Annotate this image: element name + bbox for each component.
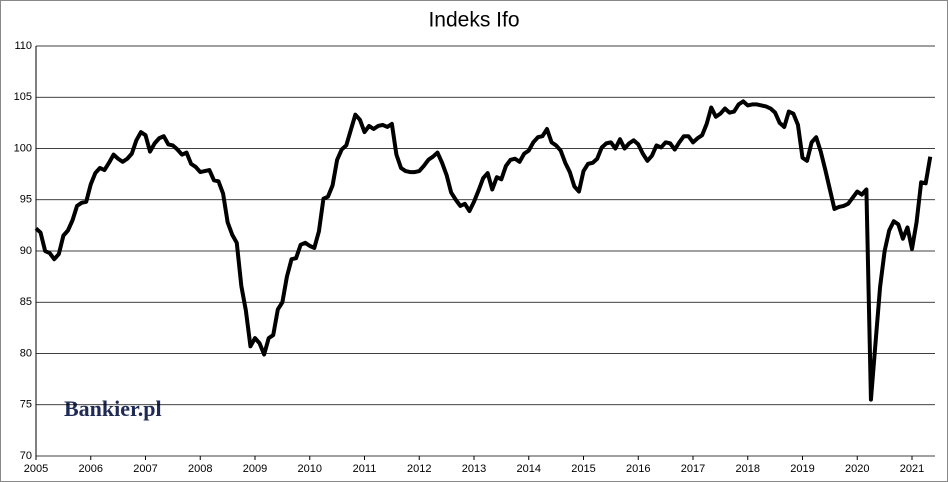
- y-tick-label: 80: [20, 347, 32, 359]
- y-tick-label: 100: [14, 142, 32, 154]
- watermark: Bankier.pl: [64, 396, 162, 421]
- x-tick-label: 2019: [790, 463, 814, 475]
- x-tick-label: 2007: [133, 463, 157, 475]
- x-tick-label: 2020: [845, 463, 869, 475]
- y-tick-label: 90: [20, 245, 32, 257]
- x-tick-label: 2016: [626, 463, 650, 475]
- x-tick-label: 2018: [736, 463, 760, 475]
- chart-title: Indeks Ifo: [428, 9, 519, 32]
- y-tick-label: 85: [20, 296, 32, 308]
- y-tick-label: 95: [20, 194, 32, 206]
- y-tick-label: 75: [20, 399, 32, 411]
- x-tick-label: 2017: [681, 463, 705, 475]
- x-tick-label: 2014: [517, 463, 541, 475]
- y-tick-label: 105: [14, 91, 32, 103]
- x-tick-label: 2010: [298, 463, 322, 475]
- line: [34, 99, 933, 402]
- x-tick-label: 2005: [24, 463, 48, 475]
- x-tick-label: 2011: [353, 463, 377, 475]
- x-tick-label: 2008: [188, 463, 212, 475]
- x-tick-label: 2021: [900, 463, 924, 475]
- x-tick-label: 2015: [571, 463, 595, 475]
- x-tick-label: 2012: [407, 463, 431, 475]
- x-tick-label: 2006: [79, 463, 103, 475]
- y-tick-label: 110: [14, 40, 32, 52]
- x-tick-label: 2013: [462, 463, 486, 475]
- x-tick-label: 2009: [243, 463, 267, 475]
- y-tick-label: 70: [20, 450, 32, 462]
